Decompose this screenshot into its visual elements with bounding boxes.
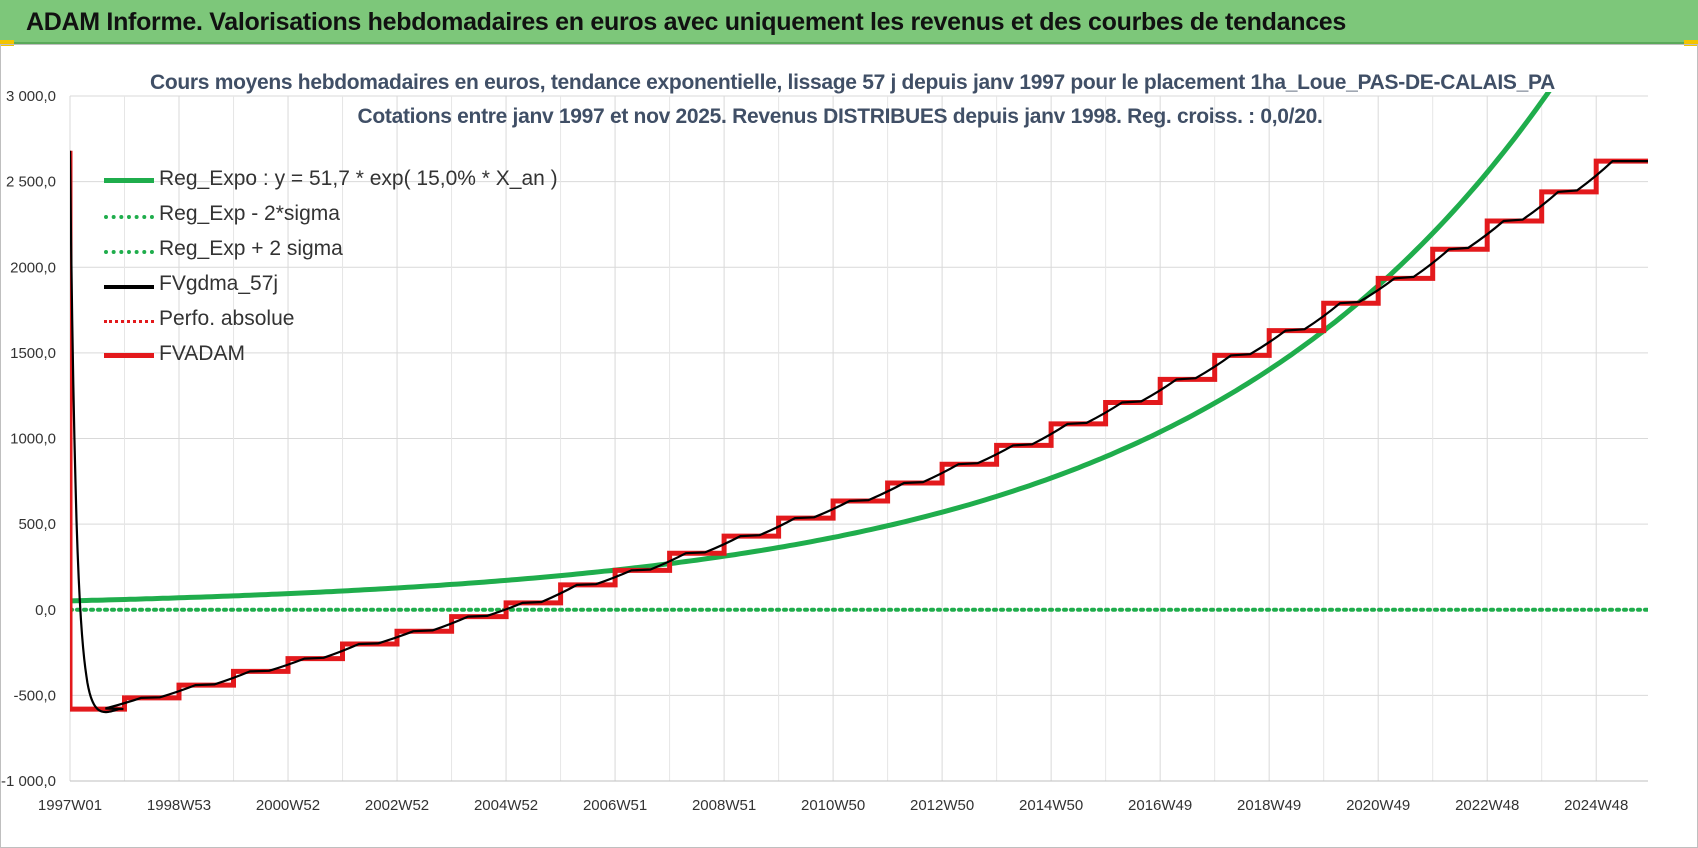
legend-label-perfo: Perfo. absolue <box>159 307 295 330</box>
y-tick-label: -1 000,0 <box>1 773 56 790</box>
x-tick-label: 2002W52 <box>365 797 429 814</box>
series-group <box>70 92 1648 714</box>
legend-label-reg-exp-minus: Reg_Exp - 2*sigma <box>159 202 340 225</box>
legend-label-reg-expo: Reg_Expo : y = 51,7 * exp( 15,0% * X_an … <box>159 167 558 190</box>
x-tick-label: 2004W52 <box>474 797 538 814</box>
corner-marker-right <box>1684 40 1698 46</box>
x-tick-label: 2000W52 <box>256 797 320 814</box>
legend-swatch-reg-expo <box>104 178 154 183</box>
x-tick-label: 2016W49 <box>1128 797 1192 814</box>
legend-swatch-fvgdma <box>104 285 154 289</box>
y-tick-label: 2000,0 <box>10 259 56 276</box>
x-tick-label: 2018W49 <box>1237 797 1301 814</box>
x-tick-label: 2024W48 <box>1564 797 1628 814</box>
x-tick-label: 1998W53 <box>147 797 211 814</box>
x-tick-label: 2012W50 <box>910 797 974 814</box>
series-fvgdma <box>70 150 1648 714</box>
series-reg-expo <box>70 92 1552 604</box>
header-banner: ADAM Informe. Valorisations hebdomadaire… <box>0 0 1698 44</box>
y-tick-label: 500,0 <box>18 516 56 533</box>
legend-label-reg-exp-plus: Reg_Exp + 2 sigma <box>159 237 343 260</box>
y-tick-label: 1000,0 <box>10 431 56 448</box>
y-tick-label: 1500,0 <box>10 345 56 362</box>
y-tick-label: 2 500,0 <box>6 174 56 191</box>
x-tick-label: 2014W50 <box>1019 797 1083 814</box>
legend-swatch-fvadam <box>104 353 154 358</box>
y-tick-label: -500,0 <box>13 687 56 704</box>
legend-label-fvadam: FVADAM <box>159 342 245 365</box>
legend-swatch-perfo <box>104 320 154 323</box>
x-tick-label: 2006W51 <box>583 797 647 814</box>
x-tick-label: 2020W49 <box>1346 797 1410 814</box>
x-tick-label: 2010W50 <box>801 797 865 814</box>
x-tick-label: 1997W01 <box>38 797 102 814</box>
y-tick-label: 0,0 <box>35 602 56 619</box>
x-tick-label: 2022W48 <box>1455 797 1519 814</box>
legend-swatch-reg-exp-plus <box>104 250 154 254</box>
x-tick-label: 2008W51 <box>692 797 756 814</box>
report-title: ADAM Informe. Valorisations hebdomadaire… <box>26 8 1347 36</box>
series-fvadam <box>70 150 1648 712</box>
chart-title: Cours moyens hebdomadaires en euros, ten… <box>150 71 1555 94</box>
legend-swatch-reg-exp-minus <box>104 215 154 219</box>
legend-label-fvgdma: FVgdma_57j <box>159 272 279 295</box>
chart-subtitle: Cotations entre janv 1997 et nov 2025. R… <box>357 105 1323 128</box>
y-tick-label: 3 000,0 <box>6 88 56 105</box>
corner-marker-left <box>0 40 14 46</box>
